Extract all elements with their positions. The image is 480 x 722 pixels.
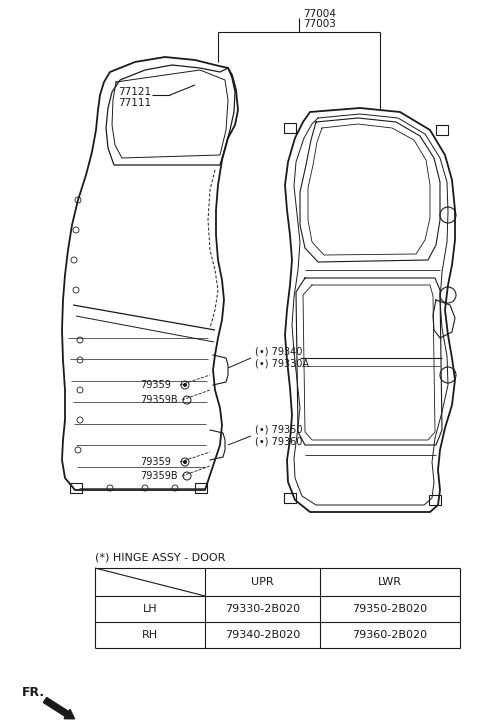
Text: 79360-2B020: 79360-2B020 xyxy=(352,630,428,640)
Text: UPR: UPR xyxy=(251,577,274,587)
Text: 79359: 79359 xyxy=(140,380,171,390)
Circle shape xyxy=(183,461,187,464)
Text: (•) 79350: (•) 79350 xyxy=(255,425,302,435)
Text: 77003: 77003 xyxy=(303,19,336,29)
Text: (•) 79330A: (•) 79330A xyxy=(255,359,309,369)
FancyArrow shape xyxy=(43,697,74,719)
Bar xyxy=(70,483,82,493)
Bar xyxy=(436,125,448,135)
Text: 79359: 79359 xyxy=(140,457,171,467)
Text: 79359B: 79359B xyxy=(140,471,178,481)
Text: LWR: LWR xyxy=(378,577,402,587)
Text: FR.: FR. xyxy=(22,685,45,698)
Text: 79330-2B020: 79330-2B020 xyxy=(225,604,300,614)
Text: LH: LH xyxy=(143,604,157,614)
Text: 77004: 77004 xyxy=(303,9,336,19)
Bar xyxy=(429,495,441,505)
Bar xyxy=(284,493,296,503)
Text: 79350-2B020: 79350-2B020 xyxy=(352,604,428,614)
Bar xyxy=(195,483,207,493)
Text: RH: RH xyxy=(142,630,158,640)
Text: 77121: 77121 xyxy=(118,87,151,97)
Text: (•) 79360: (•) 79360 xyxy=(255,437,302,447)
Circle shape xyxy=(183,383,187,386)
Text: 79340-2B020: 79340-2B020 xyxy=(225,630,300,640)
Text: (*) HINGE ASSY - DOOR: (*) HINGE ASSY - DOOR xyxy=(95,553,226,563)
Text: 79359B: 79359B xyxy=(140,395,178,405)
Text: (•) 79340: (•) 79340 xyxy=(255,347,302,357)
Text: 77111: 77111 xyxy=(118,98,151,108)
Bar xyxy=(284,123,296,133)
